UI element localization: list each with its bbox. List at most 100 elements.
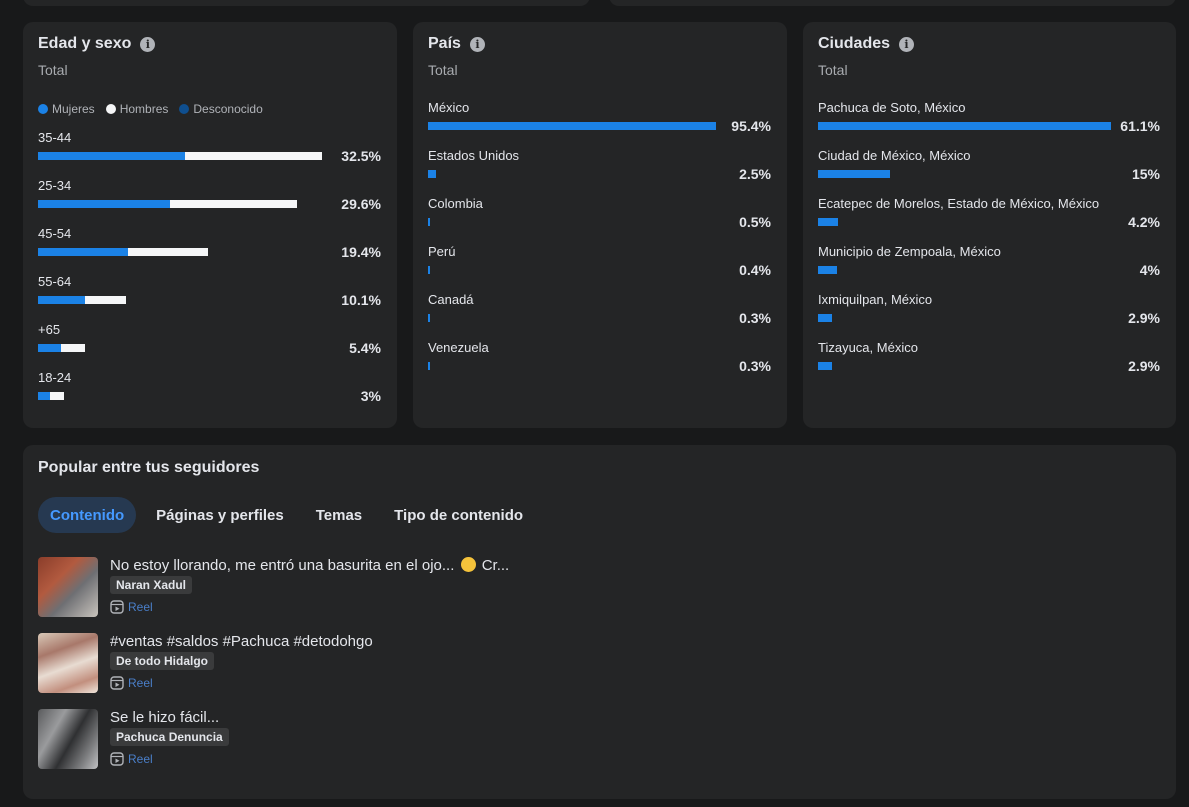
post-thumbnail[interactable]	[38, 557, 98, 617]
bar-segment-men	[170, 200, 297, 208]
post-thumbnail[interactable]	[38, 709, 98, 769]
bar-fill	[818, 170, 890, 178]
tab-tipo-contenido[interactable]: Tipo de contenido	[394, 506, 524, 524]
bar-fill	[818, 314, 832, 322]
cities-rows: Pachuca de Soto, México 61.1% Ciudad de Mé…	[818, 100, 1160, 388]
info-icon[interactable]: i	[140, 36, 156, 52]
bar-row: Pachuca de Soto, México 61.1%	[818, 100, 1160, 148]
bar-percentage: 10.1%	[341, 292, 381, 308]
bar-label: Canadá	[428, 292, 474, 307]
bar-row: 18-24 3%	[38, 370, 381, 418]
bar-track	[428, 362, 430, 370]
bar-fill	[818, 122, 1111, 130]
bar-percentage: 5.4%	[349, 340, 381, 356]
bar-label: 45-54	[38, 226, 72, 241]
bar-percentage: 3%	[360, 388, 381, 404]
bar-label: Ciudad de México, México	[818, 148, 971, 163]
bar-label: Venezuela	[428, 340, 489, 355]
bar-fill	[428, 362, 430, 370]
bar-fill	[818, 266, 837, 274]
bar-row: Ixmiquilpan, México 2.9%	[818, 292, 1160, 340]
bar-track	[428, 314, 430, 322]
legend-women: Mujeres	[38, 102, 95, 116]
bar-track	[818, 122, 1111, 130]
age-sex-title: Edad y sexo i	[38, 35, 156, 53]
bar-row: Tizayuca, México 2.9%	[818, 340, 1160, 388]
bar-label: Estados Unidos	[428, 148, 520, 163]
bar-track	[428, 122, 716, 130]
post-author[interactable]: Naran Xadul	[110, 576, 193, 594]
bar-percentage: 61.1%	[1120, 118, 1160, 134]
bar-track	[428, 266, 430, 274]
bar-label: Perú	[428, 244, 456, 259]
bar-label: Ecatepec de Morelos, Estado de México, M…	[818, 196, 1100, 211]
country-rows: México 95.4% Estados Unidos 2.5% Colombia 0.5…	[428, 100, 771, 388]
bar-percentage: 95.4%	[731, 118, 771, 134]
previous-card-right	[609, 0, 1176, 6]
bar-row: Estados Unidos 2.5%	[428, 148, 771, 196]
list-item[interactable]: #ventas #saldos #Pachuca #detodohgo De t…	[38, 633, 738, 709]
previous-card-left	[23, 0, 590, 6]
cities-card: Ciudades i Total Pachuca de Soto, México…	[803, 22, 1176, 428]
bar-track	[38, 152, 322, 160]
crying-face-icon	[460, 557, 476, 572]
bar-label: 35-44	[38, 130, 72, 145]
info-icon[interactable]: i	[469, 36, 485, 52]
popular-title: Popular entre tus seguidores	[38, 459, 260, 476]
bar-label: Pachuca de Soto, México	[818, 100, 966, 115]
popular-tabs: Contenido Páginas y perfiles Temas Tipo …	[38, 497, 543, 533]
bar-row: +65 5.4%	[38, 322, 381, 370]
bar-percentage: 0.5%	[739, 214, 771, 230]
bar-row: 25-34 29.6%	[38, 178, 381, 226]
tab-contenido[interactable]: Contenido	[38, 497, 137, 533]
age-sex-subtitle: Total	[38, 62, 68, 78]
reel-icon	[110, 752, 124, 766]
bar-label: Colombia	[428, 196, 483, 211]
list-item[interactable]: No estoy llorando, me entró una basurita…	[38, 557, 738, 633]
cities-title: Ciudades i	[818, 35, 915, 53]
bar-fill	[818, 362, 832, 370]
post-list: No estoy llorando, me entró una basurita…	[38, 557, 738, 785]
bar-track	[818, 218, 838, 226]
post-type: Reel	[110, 600, 153, 614]
post-thumbnail[interactable]	[38, 633, 98, 693]
bar-track	[38, 392, 64, 400]
bar-track	[38, 248, 208, 256]
tab-temas[interactable]: Temas	[315, 506, 363, 524]
bar-label: +65	[38, 322, 61, 337]
bar-row: Canadá 0.3%	[428, 292, 771, 340]
tab-paginas-perfiles[interactable]: Páginas y perfiles	[156, 506, 284, 524]
bar-segment-men	[50, 392, 64, 400]
bar-fill	[428, 218, 430, 226]
country-title: País i	[428, 35, 485, 53]
post-type: Reel	[110, 676, 153, 690]
post-caption[interactable]: No estoy llorando, me entró una basurita…	[110, 557, 510, 574]
bar-track	[38, 200, 297, 208]
bar-track	[428, 170, 436, 178]
bar-percentage: 29.6%	[341, 196, 381, 212]
bar-row: Municipio de Zempoala, México 4%	[818, 244, 1160, 292]
bar-label: Ixmiquilpan, México	[818, 292, 933, 307]
bar-fill	[818, 218, 838, 226]
post-caption[interactable]: Se le hizo fácil...	[110, 709, 220, 726]
bar-fill	[428, 122, 716, 130]
info-icon[interactable]: i	[899, 36, 915, 52]
bar-label: 25-34	[38, 178, 72, 193]
list-item[interactable]: Se le hizo fácil... Pachuca Denuncia Ree…	[38, 709, 738, 785]
bar-percentage: 4.2%	[1128, 214, 1160, 230]
post-caption[interactable]: #ventas #saldos #Pachuca #detodohgo	[110, 633, 373, 650]
bar-percentage: 0.3%	[739, 310, 771, 326]
reel-icon	[110, 600, 124, 614]
bar-percentage: 2.5%	[739, 166, 771, 182]
bar-percentage: 2.9%	[1128, 358, 1160, 374]
bar-percentage: 32.5%	[341, 148, 381, 164]
post-author[interactable]: Pachuca Denuncia	[110, 728, 229, 746]
legend-unknown: Desconocido	[179, 102, 263, 116]
bar-row: 55-64 10.1%	[38, 274, 381, 322]
bar-fill	[428, 314, 430, 322]
bar-label: Municipio de Zempoala, México	[818, 244, 1001, 259]
post-author[interactable]: De todo Hidalgo	[110, 652, 214, 670]
bar-fill	[428, 170, 436, 178]
legend-dot-men-icon	[105, 104, 116, 114]
bar-track	[38, 296, 126, 304]
